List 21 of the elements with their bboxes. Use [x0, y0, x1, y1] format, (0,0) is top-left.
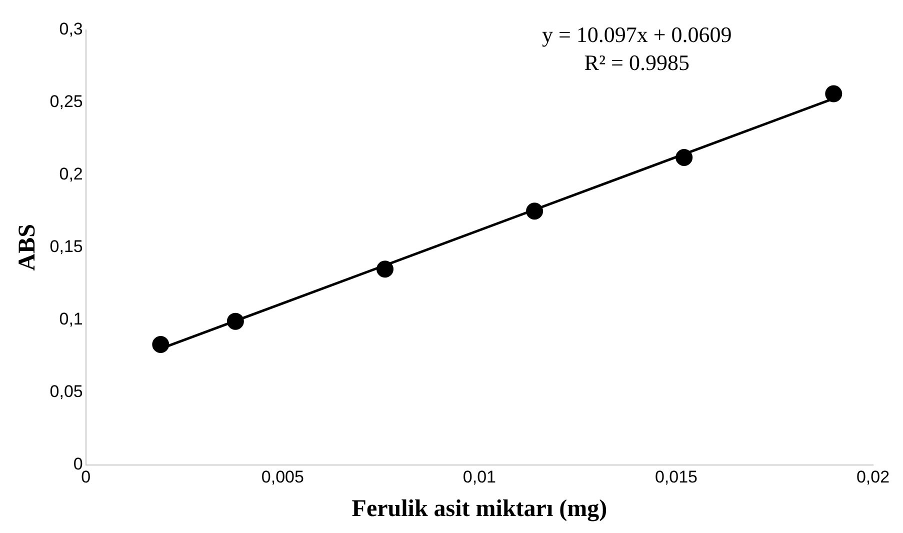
point	[226, 312, 244, 330]
y-tick-label: 0,15	[50, 237, 83, 256]
point	[825, 85, 842, 102]
annotation: y = 10.097x + 0.0609	[542, 22, 732, 47]
x-axis-title: Ferulik asit miktarı (mg)	[352, 496, 608, 522]
y-axis-title: ABS	[14, 224, 41, 271]
point	[152, 336, 170, 354]
x-tick-label: 0,015	[654, 468, 698, 487]
x-tick-label: 0,02	[856, 468, 890, 487]
point	[376, 260, 394, 278]
y-tick-label: 0,1	[59, 310, 83, 329]
annotation: R² = 0.9985	[584, 50, 690, 75]
y-tick-label: 0,25	[50, 92, 83, 112]
point	[676, 149, 693, 166]
x-tick-label: 0,01	[462, 468, 496, 487]
y-tick-label: 0,2	[59, 164, 83, 184]
y-tick-label: 0	[73, 454, 83, 474]
x-tick-label: 0,005	[261, 468, 304, 487]
y-tick-label: 0,05	[50, 382, 83, 402]
y-tick-label: 0,3	[59, 20, 83, 39]
point	[526, 202, 544, 220]
